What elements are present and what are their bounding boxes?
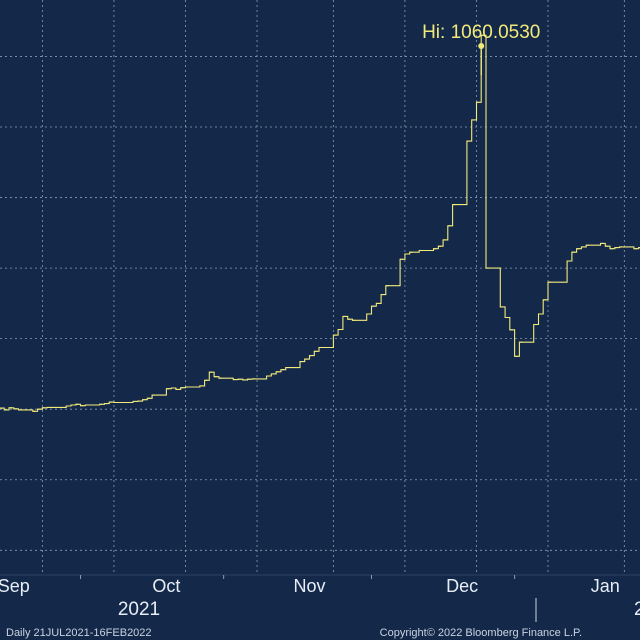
high-marker-dot bbox=[478, 43, 485, 49]
month-labels: Sep Oct Nov Dec Jan bbox=[0, 576, 620, 596]
period-label: Daily 21JUL2021-16FEB2022 bbox=[6, 627, 152, 639]
price-series bbox=[0, 34, 640, 412]
x-axis bbox=[0, 574, 640, 579]
high-label: Hi: 1060.0530 bbox=[422, 22, 540, 43]
copyright-text: Copyright© 2022 Bloomberg Finance L.P. bbox=[380, 627, 582, 639]
year-label-2021: 2021 bbox=[118, 599, 160, 620]
year-label-2022: 2 bbox=[634, 599, 640, 620]
month-label-nov: Nov bbox=[294, 576, 326, 596]
month-label-sep: Sep bbox=[0, 576, 30, 596]
high-annotation: Hi: 1060.0530 bbox=[422, 22, 540, 76]
year-row: 2021 2 bbox=[118, 598, 640, 622]
price-line bbox=[0, 34, 640, 412]
month-label-jan: Jan bbox=[591, 576, 620, 596]
month-label-dec: Dec bbox=[446, 576, 478, 596]
month-label-oct: Oct bbox=[152, 576, 180, 596]
plot-background bbox=[0, 0, 640, 575]
grid bbox=[0, 0, 640, 575]
